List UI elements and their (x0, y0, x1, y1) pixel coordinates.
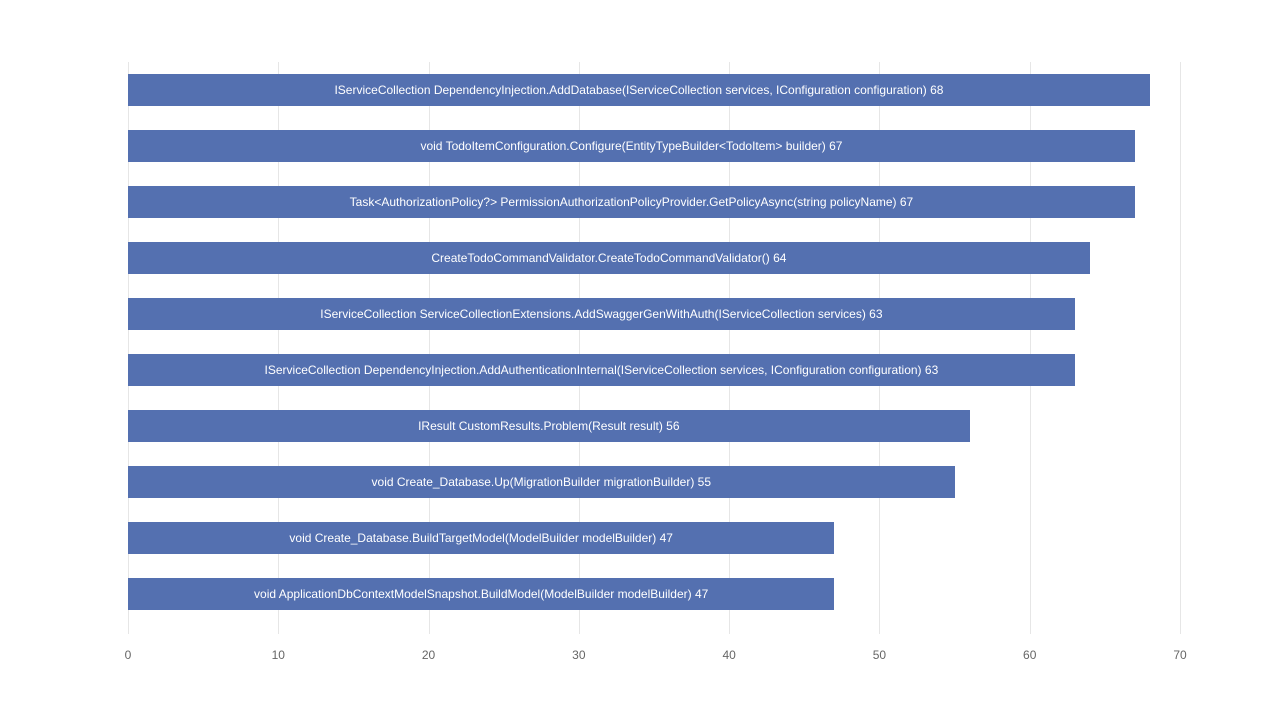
grid-line (1180, 62, 1181, 634)
bar-label: CreateTodoCommandValidator.CreateTodoCom… (431, 251, 786, 265)
chart-container: IServiceCollection DependencyInjection.A… (0, 0, 1264, 704)
bar-label: IResult CustomResults.Problem(Result res… (418, 419, 679, 433)
plot-area: IServiceCollection DependencyInjection.A… (128, 62, 1180, 634)
bar[interactable]: IServiceCollection DependencyInjection.A… (128, 74, 1150, 106)
bar-label: void TodoItemConfiguration.Configure(Ent… (420, 139, 842, 153)
bar-label: IServiceCollection DependencyInjection.A… (334, 83, 943, 97)
x-tick-label: 40 (722, 648, 735, 662)
x-tick-label: 30 (572, 648, 585, 662)
bar-label: void ApplicationDbContextModelSnapshot.B… (254, 587, 708, 601)
bar[interactable]: CreateTodoCommandValidator.CreateTodoCom… (128, 242, 1090, 274)
x-tick-label: 70 (1173, 648, 1186, 662)
x-tick-label: 0 (125, 648, 132, 662)
bar[interactable]: void Create_Database.Up(MigrationBuilder… (128, 466, 955, 498)
bar-label: IServiceCollection DependencyInjection.A… (265, 363, 939, 377)
bar[interactable]: IServiceCollection ServiceCollectionExte… (128, 298, 1075, 330)
bar[interactable]: Task<AuthorizationPolicy?> PermissionAut… (128, 186, 1135, 218)
bar-label: void Create_Database.BuildTargetModel(Mo… (289, 531, 673, 545)
x-tick-label: 20 (422, 648, 435, 662)
bar-label: void Create_Database.Up(MigrationBuilder… (372, 475, 712, 489)
x-tick-label: 10 (272, 648, 285, 662)
x-tick-label: 60 (1023, 648, 1036, 662)
bar[interactable]: void Create_Database.BuildTargetModel(Mo… (128, 522, 834, 554)
bar[interactable]: void TodoItemConfiguration.Configure(Ent… (128, 130, 1135, 162)
x-tick-label: 50 (873, 648, 886, 662)
bar[interactable]: IResult CustomResults.Problem(Result res… (128, 410, 970, 442)
bar-label: IServiceCollection ServiceCollectionExte… (320, 307, 882, 321)
bar[interactable]: void ApplicationDbContextModelSnapshot.B… (128, 578, 834, 610)
bar-label: Task<AuthorizationPolicy?> PermissionAut… (350, 195, 914, 209)
bar[interactable]: IServiceCollection DependencyInjection.A… (128, 354, 1075, 386)
